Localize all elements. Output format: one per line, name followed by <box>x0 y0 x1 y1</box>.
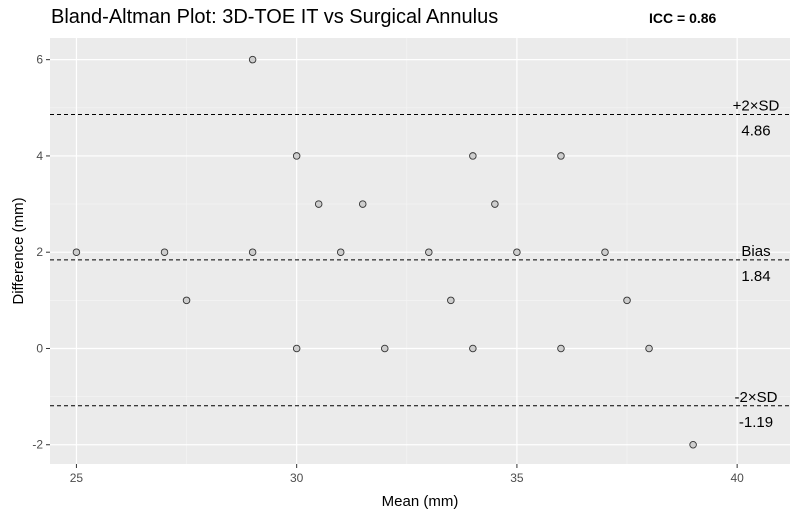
data-point <box>557 344 565 353</box>
data-point <box>248 248 257 256</box>
data-point <box>623 296 631 305</box>
data-point <box>469 152 477 160</box>
data-point <box>601 248 609 256</box>
data-point <box>491 200 499 208</box>
data-point <box>381 344 389 353</box>
data-point <box>469 344 477 353</box>
y-tick-label: 6 <box>36 53 43 67</box>
x-tick-label: 25 <box>70 471 84 485</box>
plot-panel <box>50 38 790 464</box>
data-point <box>182 296 191 305</box>
reference-line-value: -1.19 <box>739 414 773 431</box>
data-point <box>645 344 653 353</box>
data-point <box>292 152 301 160</box>
data-point <box>358 200 367 208</box>
reference-line-value: 1.84 <box>741 268 770 285</box>
chart-title: Bland-Altman Plot: 3D-TOE IT vs Surgical… <box>51 6 499 28</box>
y-axis-title: Difference (mm) <box>10 197 27 304</box>
reference-lines: +2×SD 4.86 Bias 1.84 -2×SD -1.19 <box>50 98 790 431</box>
data-point <box>292 344 301 353</box>
data-point <box>689 440 697 449</box>
x-tick-label: 35 <box>510 471 524 485</box>
data-point <box>314 200 323 208</box>
y-tick-label: -2 <box>32 438 43 452</box>
x-axis-title: Mean (mm) <box>382 493 459 510</box>
data-point <box>447 296 455 305</box>
data-points <box>72 55 697 449</box>
data-point <box>425 248 433 256</box>
reference-line-name: Bias <box>741 243 770 260</box>
icc-annotation: ICC = 0.86 <box>649 10 717 26</box>
x-tick-label: 40 <box>730 471 744 485</box>
minor-gridlines <box>50 38 790 464</box>
reference-line-value: 4.86 <box>741 123 770 140</box>
data-point <box>160 248 169 256</box>
x-tick-label: 30 <box>290 471 304 485</box>
data-point <box>248 55 257 64</box>
reference-line-name: -2×SD <box>735 389 778 406</box>
y-tick-label: 0 <box>36 341 43 355</box>
axes: 25 30 35 40 -2 0 2 4 6 <box>32 53 744 485</box>
data-point <box>336 248 345 256</box>
y-tick-label: 2 <box>36 245 43 259</box>
y-tick-label: 4 <box>36 149 43 163</box>
reference-line-name: +2×SD <box>733 98 780 115</box>
data-point <box>513 248 521 256</box>
data-point <box>72 248 81 256</box>
data-point <box>557 152 565 160</box>
